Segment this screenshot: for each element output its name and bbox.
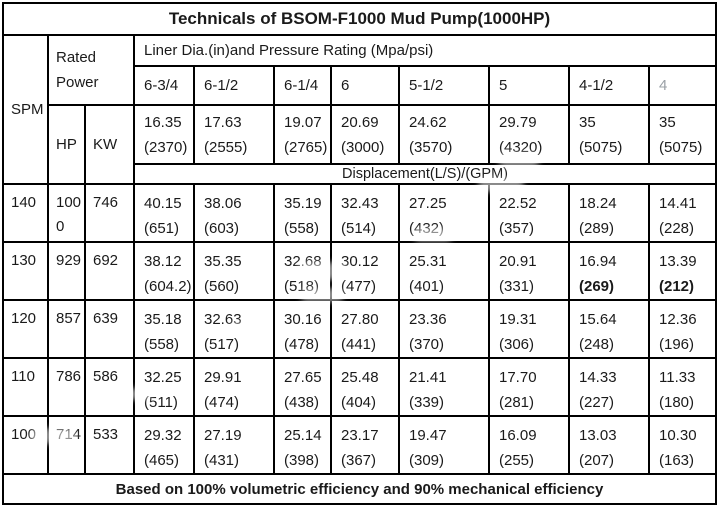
displacement-heading: Displacement(L/S)/(GPM) — [132, 163, 717, 185]
pressure-rating-cell-3: 20.69 (3000) — [330, 104, 400, 165]
liner-size-header-5: 5 — [488, 65, 570, 106]
pump-specs-table: Technicals of BSOM-F1000 Mud Pump(1000HP… — [1, 2, 717, 505]
displacement-cell-r2-c1: 32.63 (517) — [193, 299, 275, 359]
displacement-cell-r4-c4: 19.47 (309) — [398, 415, 490, 475]
displacement-cell-r2-c7: 12.36 (196) — [647, 299, 717, 359]
liner-size-header-1: 6-1/2 — [193, 65, 275, 106]
data-row-spm-120: 120 857 639 35.18 (558) 32.63 (517) 30.16 (478) 2… — [2, 299, 717, 359]
rated-power-header: Rated Power — [47, 34, 135, 106]
liner-size-header-0: 6-3/4 — [133, 65, 195, 106]
liner-size-header-6: 4-1/2 — [568, 65, 650, 106]
displacement-cell-r2-c4: 23.36 (370) — [398, 299, 490, 359]
footer-note: Based on 100% volumetric efficiency and … — [1, 473, 717, 505]
pressure-rating-cell-2: 19.07 (2765) — [273, 104, 332, 165]
data-row-spm-100: 100 714 533 29.32 (465) 27.19 (431) 25.14 (398) 2… — [2, 415, 717, 475]
displacement-cell-r1-c6: 16.94 (269) — [568, 241, 650, 301]
displacement-cell-r2-c0: 35.18 (558) — [133, 299, 195, 359]
spm-cell: 100 — [2, 415, 49, 475]
hp-cell: 714 — [47, 415, 86, 475]
hp-cell: 929 — [47, 241, 86, 301]
displacement-cell-r0-c1: 38.06 (603) — [193, 183, 275, 243]
displacement-cell-r3-c3: 25.48 (404) — [330, 357, 400, 417]
spm-cell: 120 — [2, 299, 49, 359]
liner-size-header-2: 6-1/4 — [273, 65, 332, 106]
displacement-cell-r4-c3: 23.17 (367) — [330, 415, 400, 475]
displacement-cell-r1-c1: 35.35 (560) — [193, 241, 275, 301]
displacement-cell-r3-c1: 29.91 (474) — [193, 357, 275, 417]
table-title: Technicals of BSOM-F1000 Mud Pump(1000HP… — [1, 2, 717, 36]
data-row-spm-140: 140 1000 746 40.15 (651) 38.06 (603) 35.19 (558)… — [2, 183, 717, 243]
liner-size-header-7: 4 — [647, 65, 717, 106]
spm-column-header: SPM — [2, 34, 49, 185]
displacement-cell-r0-c7: 14.41 (228) — [647, 183, 717, 243]
pressure-rating-cell-7: 35 (5075) — [647, 104, 717, 165]
displacement-cell-r4-c2: 25.14 (398) — [273, 415, 332, 475]
displacement-cell-r0-c5: 22.52 (357) — [488, 183, 570, 243]
hp-column-header: HP — [47, 104, 86, 185]
kw-cell: 746 — [84, 183, 135, 243]
displacement-cell-r3-c6: 14.33 (227) — [568, 357, 650, 417]
kw-cell: 586 — [84, 357, 135, 417]
pressure-rating-cell-0: 16.35 (2370) — [133, 104, 195, 165]
spm-cell: 110 — [2, 357, 49, 417]
pressure-rating-cell-4: 24.62 (3570) — [398, 104, 490, 165]
data-row-spm-110: 110 786 586 32.25 (511) 29.91 (474) 27.65 (438) 2… — [2, 357, 717, 417]
displacement-cell-r3-c0: 32.25 (511) — [133, 357, 195, 417]
hp-cell: 1000 — [47, 183, 86, 243]
displacement-cell-r3-c5: 17.70 (281) — [488, 357, 570, 417]
spm-cell: 130 — [2, 241, 49, 301]
displacement-cell-r2-c3: 27.80 (441) — [330, 299, 400, 359]
kw-cell: 533 — [84, 415, 135, 475]
liner-dia-pressure-heading: Liner Dia.(in)and Pressure Rating (Mpa/p… — [132, 34, 717, 67]
hp-cell: 857 — [47, 299, 86, 359]
displacement-cell-r1-c5: 20.91 (331) — [488, 241, 570, 301]
displacement-cell-r0-c2: 35.19 (558) — [273, 183, 332, 243]
hp-cell: 786 — [47, 357, 86, 417]
pressure-rating-cell-5: 29.79 (4320) — [488, 104, 570, 165]
displacement-cell-r4-c0: 29.32 (465) — [133, 415, 195, 475]
displacement-cell-r0-c6: 18.24 (289) — [568, 183, 650, 243]
displacement-cell-r4-c1: 27.19 (431) — [193, 415, 275, 475]
displacement-cell-r3-c4: 21.41 (339) — [398, 357, 490, 417]
displacement-cell-r0-c3: 32.43 (514) — [330, 183, 400, 243]
displacement-cell-r2-c5: 19.31 (306) — [488, 299, 570, 359]
pressure-rating-cell-1: 17.63 (2555) — [193, 104, 275, 165]
displacement-cell-r3-c7: 11.33 (180) — [647, 357, 717, 417]
kw-cell: 639 — [84, 299, 135, 359]
kw-column-header: KW — [84, 104, 135, 185]
displacement-cell-r1-c3: 30.12 (477) — [330, 241, 400, 301]
displacement-cell-r3-c2: 27.65 (438) — [273, 357, 332, 417]
liner-size-header-3: 6 — [330, 65, 400, 106]
kw-cell: 692 — [84, 241, 135, 301]
liner-size-header-4: 5-1/2 — [398, 65, 490, 106]
displacement-cell-r1-c7: 13.39 (212) — [647, 241, 717, 301]
displacement-cell-r2-c2: 30.16 (478) — [273, 299, 332, 359]
displacement-cell-r1-c2: 32.68 (518) — [273, 241, 332, 301]
displacement-cell-r1-c0: 38.12 (604.2) — [133, 241, 195, 301]
data-row-spm-130: 130 929 692 38.12 (604.2) 35.35 (560) 32.68 (518… — [2, 241, 717, 301]
displacement-cell-r4-c7: 10.30 (163) — [647, 415, 717, 475]
spm-cell: 140 — [2, 183, 49, 243]
displacement-cell-r2-c6: 15.64 (248) — [568, 299, 650, 359]
displacement-cell-r1-c4: 25.31 (401) — [398, 241, 490, 301]
pressure-rating-cell-6: 35 (5075) — [568, 104, 650, 165]
displacement-cell-r4-c6: 13.03 (207) — [568, 415, 650, 475]
displacement-cell-r0-c0: 40.15 (651) — [133, 183, 195, 243]
displacement-cell-r0-c4: 27.25 (432) — [398, 183, 490, 243]
displacement-cell-r4-c5: 16.09 (255) — [488, 415, 570, 475]
